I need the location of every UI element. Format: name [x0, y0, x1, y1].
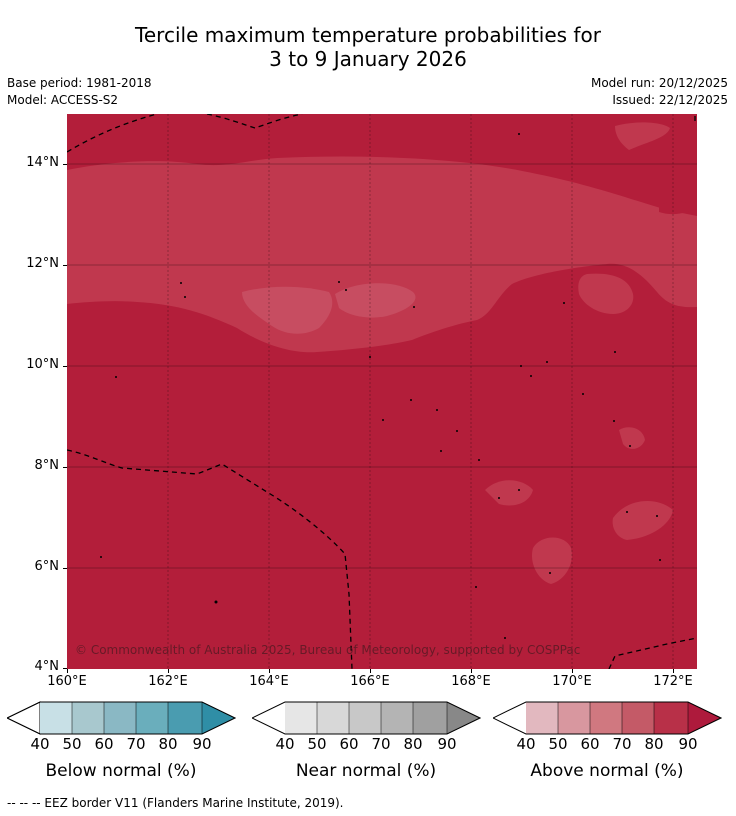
map-title-line1: Tercile maximum temperature probabilitie… [135, 23, 601, 47]
lat-tick [63, 366, 67, 367]
tick-label: 70 [371, 735, 391, 753]
lon-tick [168, 669, 169, 673]
lat-tick [63, 164, 67, 165]
lon-tick [370, 669, 371, 673]
base-period: Base period: 1981-2018 [7, 76, 152, 90]
probability-map: © Commonwealth of Australia 2025, Bureau… [67, 114, 697, 669]
lon-tick [673, 669, 674, 673]
graticule-lines [67, 114, 697, 669]
lon-label: 164°E [249, 674, 289, 689]
lon-tick [269, 669, 270, 673]
colorbar-above [493, 701, 722, 735]
colorbar-below [7, 701, 236, 735]
region-above-60-70-a [242, 286, 333, 334]
copyright-credit: © Commonwealth of Australia 2025, Bureau… [75, 643, 581, 657]
eez-footnote: -- -- -- EEZ border V11 (Flanders Marine… [7, 796, 344, 810]
colorbar-above-title: Above normal (%) [530, 761, 684, 781]
tick-label: 90 [678, 735, 698, 753]
lat-tick [63, 668, 67, 669]
lat-label: 10°N [26, 357, 59, 372]
tick-label: 40 [275, 735, 295, 753]
tick-label: 80 [644, 735, 664, 753]
region-above-70-80 [67, 156, 697, 353]
lat-label: 4°N [34, 659, 60, 674]
tick-label: 60 [339, 735, 359, 753]
patch-7n-mid [485, 480, 533, 506]
patch-7n-east [612, 500, 673, 540]
eez-borders [67, 114, 697, 669]
map-canvas [67, 114, 697, 669]
tick-label: 70 [126, 735, 146, 753]
lon-tick [572, 669, 573, 673]
lat-label: 6°N [34, 559, 60, 574]
issued-date: Issued: 22/12/2025 [612, 93, 728, 107]
lon-label: 162°E [148, 674, 188, 689]
tick-label: 90 [437, 735, 457, 753]
lat-label: 14°N [26, 155, 59, 170]
patch-13n-west [247, 207, 265, 215]
colorbar-near [252, 701, 481, 735]
notch-near-170e [578, 273, 634, 314]
tick-label: 90 [192, 735, 212, 753]
model-run: Model run: 20/12/2025 [590, 76, 728, 90]
lon-label: 172°E [653, 674, 693, 689]
tick-label: 70 [612, 735, 632, 753]
tick-label: 50 [307, 735, 327, 753]
lat-label: 8°N [34, 458, 60, 473]
lon-tick [67, 669, 68, 673]
patch-13n-east [659, 200, 695, 215]
lat-tick [63, 568, 67, 569]
patch-6n [531, 537, 572, 584]
lon-tick [471, 669, 472, 673]
tick-label: 40 [30, 735, 50, 753]
lat-label: 12°N [26, 256, 59, 271]
lon-label: 160°E [47, 674, 87, 689]
model-name: Model: ACCESS-S2 [7, 93, 119, 107]
tick-label: 50 [62, 735, 82, 753]
lon-label: 166°E [350, 674, 390, 689]
region-above-60-70-b [335, 283, 416, 318]
lat-tick [63, 467, 67, 468]
lon-label: 170°E [552, 674, 592, 689]
colorbar-below-title: Below normal (%) [45, 761, 197, 781]
tick-label: 60 [94, 735, 114, 753]
lat-tick [63, 265, 67, 266]
lon-label: 168°E [451, 674, 491, 689]
tick-label: 80 [403, 735, 423, 753]
tick-label: 60 [580, 735, 600, 753]
tick-label: 80 [158, 735, 178, 753]
patch-14n-east [615, 122, 670, 150]
tick-label: 40 [516, 735, 536, 753]
patch-8n-east [619, 427, 645, 449]
tick-label: 50 [548, 735, 568, 753]
map-title-line2: 3 to 9 January 2026 [269, 47, 467, 71]
colorbar-near-title: Near normal (%) [295, 761, 437, 781]
island-markers [100, 133, 661, 639]
